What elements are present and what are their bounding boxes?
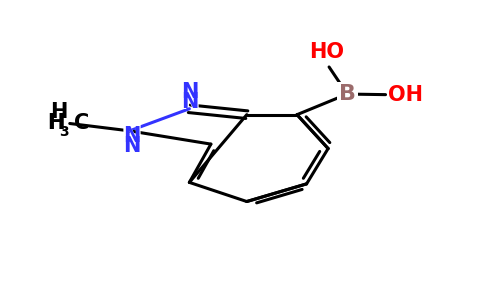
Text: H: H	[50, 102, 67, 122]
Text: HO: HO	[309, 42, 344, 62]
Text: N: N	[123, 136, 141, 156]
Text: N: N	[121, 123, 143, 149]
Text: N: N	[181, 92, 198, 112]
Text: N: N	[181, 82, 198, 102]
Text: N: N	[123, 126, 141, 146]
Text: 3: 3	[59, 125, 69, 139]
Text: C: C	[74, 112, 89, 133]
Text: B: B	[339, 84, 356, 104]
Text: H: H	[46, 113, 64, 134]
Text: OH: OH	[388, 85, 423, 105]
Text: H: H	[46, 113, 64, 134]
Text: N: N	[179, 89, 200, 115]
